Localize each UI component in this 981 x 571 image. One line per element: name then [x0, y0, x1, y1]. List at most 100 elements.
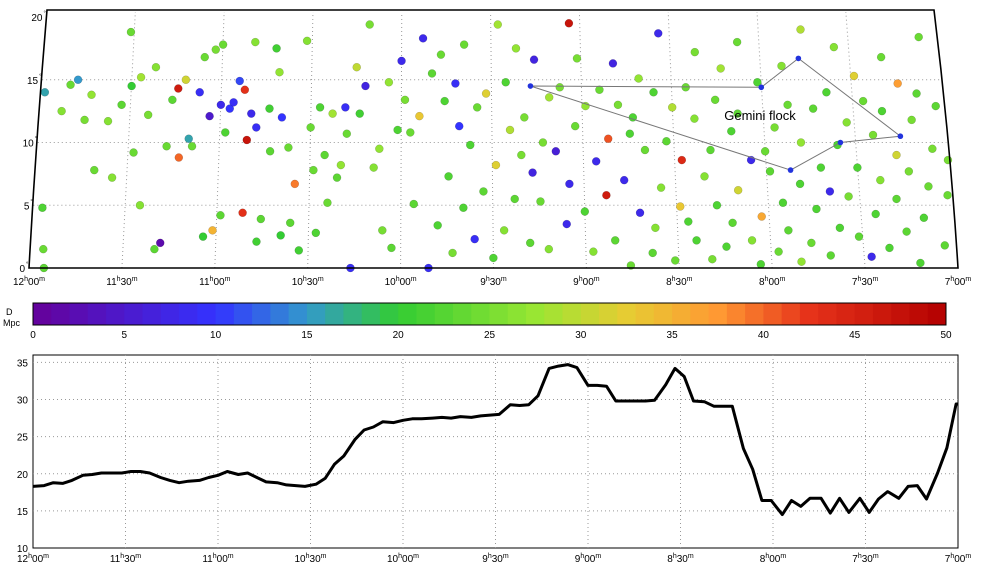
sky-map-grid: [33, 11, 953, 269]
galaxy-point: [777, 61, 786, 71]
colorbar-cell: [763, 303, 783, 325]
galaxy-point: [807, 238, 816, 248]
galaxy-point: [943, 190, 952, 200]
galaxy-point: [753, 78, 762, 87]
galaxy-point: [603, 134, 613, 143]
sky-map-points: [38, 19, 953, 273]
galaxy-point: [433, 221, 442, 230]
galaxy-point: [712, 201, 722, 210]
profile-y-tick-label: 20: [17, 470, 29, 481]
galaxy-point: [876, 52, 886, 62]
galaxy-point: [328, 109, 337, 118]
galaxy-point: [294, 246, 304, 255]
colorbar-cell: [891, 303, 910, 325]
colorbar-cell: [106, 303, 125, 325]
gemini-flock-point: [795, 55, 802, 62]
sky-map-grid-line: [667, 11, 680, 269]
galaxy-point: [656, 183, 666, 192]
galaxy-point: [796, 25, 805, 34]
galaxy-point: [842, 118, 851, 127]
sky-map-grid-line: [121, 11, 136, 269]
galaxy-point: [387, 243, 396, 253]
colorbar-cell: [416, 303, 436, 325]
galaxy-point: [418, 34, 428, 43]
galaxy-point: [795, 179, 805, 189]
colorbar-cell: [471, 303, 490, 325]
sky-map-grid-line: [490, 11, 494, 269]
galaxy-point: [302, 36, 312, 46]
profile-x-tick-label: 10h00m: [387, 553, 419, 565]
profile-x-tick-label: 9h00m: [575, 553, 602, 565]
colorbar-tick-label: 30: [575, 330, 587, 341]
colorbar-cell: [599, 303, 618, 325]
galaxy-point: [126, 27, 136, 37]
galaxy-point: [667, 103, 677, 112]
galaxy-point: [692, 236, 701, 245]
galaxy-point: [117, 100, 126, 110]
galaxy-point: [808, 104, 818, 113]
colorbar-cell: [909, 303, 929, 325]
galaxy-point: [570, 121, 580, 131]
galaxy-point: [355, 109, 364, 118]
galaxy-point: [290, 179, 300, 189]
galaxy-point: [757, 212, 766, 221]
colorbar-cell: [197, 303, 217, 325]
galaxy-point: [671, 256, 680, 265]
galaxy-point: [907, 115, 916, 125]
colorbar-tick-label: 5: [122, 330, 128, 341]
galaxy-point: [57, 106, 66, 116]
galaxy-point: [796, 138, 806, 147]
colorbar-cell: [526, 303, 545, 325]
sky-map-panel: Gemini flock 0 °5 °10 °15 °20 ° 12h00m 11h30m 1…: [13, 9, 971, 288]
colorbar-cell: [672, 303, 691, 325]
sky-map-y-tick-label: 15: [27, 76, 39, 87]
colorbar-cells: [33, 303, 947, 325]
galaxy-point: [276, 231, 285, 240]
galaxy-point: [440, 96, 449, 106]
galaxy-point: [844, 192, 853, 201]
colorbar-cell: [33, 303, 52, 325]
distance-profile-line: [32, 363, 958, 517]
galaxy-point: [311, 228, 321, 238]
colorbar-tick-label: 25: [484, 330, 496, 341]
colorbar-cell: [288, 303, 308, 325]
galaxy-point: [306, 123, 315, 132]
galaxy-point: [727, 126, 736, 136]
galaxy-point: [436, 50, 446, 59]
colorbar-cell: [179, 303, 198, 325]
galaxy-point: [384, 78, 394, 87]
colorbar-tick-label: 10: [210, 330, 222, 341]
galaxy-point: [285, 218, 295, 228]
galaxy-point: [406, 128, 415, 137]
colorbar-cell: [726, 303, 746, 325]
galaxy-point: [928, 144, 937, 154]
galaxy-point: [320, 150, 329, 160]
gemini-flock-point: [837, 139, 844, 146]
sky-map-x-tick-label: 12h00m: [13, 276, 45, 288]
colorbar-cell: [507, 303, 527, 325]
galaxy-point: [640, 145, 650, 155]
colorbar-cell: [142, 303, 162, 325]
sky-map-x-tick-label: 11h00m: [199, 276, 230, 288]
galaxy-point: [565, 179, 574, 189]
galaxy-point: [127, 81, 136, 91]
galaxy-point: [73, 75, 83, 84]
sky-map-y-tick-label: 10: [23, 139, 35, 150]
galaxy-point: [544, 244, 554, 254]
sky-map-x-ticks: 12h00m 11h30m 11h00m 10h30m 10h00m 9h30m 9h00m…: [13, 276, 971, 288]
galaxy-point: [352, 62, 361, 72]
colorbar-tick-label: 35: [667, 330, 679, 341]
galaxy-point: [341, 103, 350, 112]
profile-x-tick-label: 9h30m: [482, 553, 509, 565]
galaxy-point: [747, 236, 757, 245]
galaxy-point: [722, 242, 731, 251]
galaxy-point: [155, 238, 165, 248]
colorbar-cell: [270, 303, 290, 325]
galaxy-point: [256, 214, 266, 224]
galaxy-point: [825, 187, 835, 196]
galaxy-point: [216, 100, 226, 110]
colorbar-cell: [434, 303, 454, 325]
galaxy-point: [174, 84, 183, 93]
colorbar-cell: [745, 303, 764, 325]
